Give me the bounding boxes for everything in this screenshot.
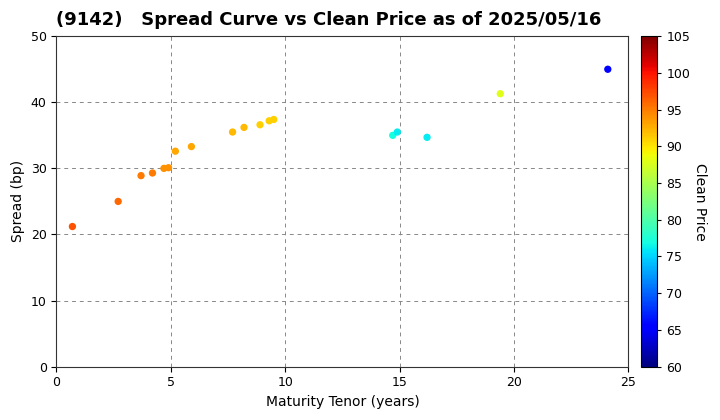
Point — [112, 198, 124, 205]
Point — [238, 124, 250, 131]
Point — [602, 66, 613, 73]
X-axis label: Maturity Tenor (years): Maturity Tenor (years) — [266, 395, 419, 409]
Point — [158, 165, 170, 172]
Point — [67, 223, 78, 230]
Point — [495, 90, 506, 97]
Point — [264, 118, 275, 124]
Y-axis label: Spread (bp): Spread (bp) — [11, 160, 25, 242]
Point — [392, 129, 403, 135]
Point — [254, 121, 266, 128]
Point — [147, 170, 158, 176]
Point — [135, 172, 147, 179]
Text: (9142)   Spread Curve vs Clean Price as of 2025/05/16: (9142) Spread Curve vs Clean Price as of… — [56, 11, 602, 29]
Point — [186, 143, 197, 150]
Point — [387, 132, 398, 139]
Point — [421, 134, 433, 141]
Point — [227, 129, 238, 135]
Point — [170, 148, 181, 155]
Point — [268, 116, 279, 123]
Point — [163, 164, 174, 171]
Y-axis label: Clean Price: Clean Price — [693, 163, 707, 240]
